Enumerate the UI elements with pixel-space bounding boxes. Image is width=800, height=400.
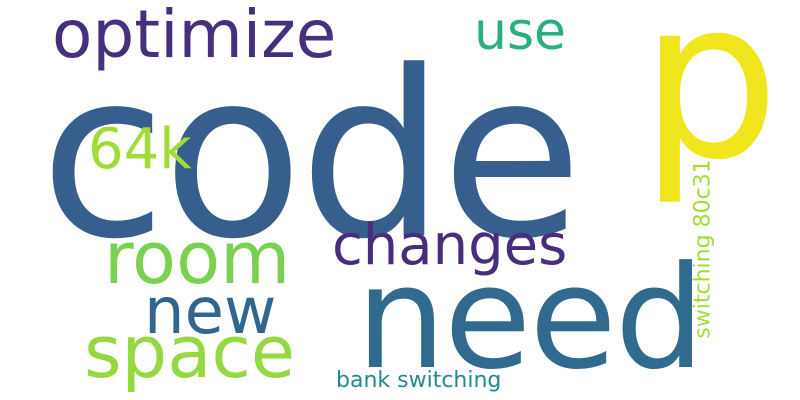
word-code: code: [40, 23, 583, 290]
word-bank-switching: bank switching: [336, 368, 502, 393]
word-use: use: [474, 2, 567, 62]
word-switching-80c31: switching 80c31: [690, 159, 716, 339]
word-room: room: [104, 216, 291, 300]
word-space: space: [84, 310, 296, 394]
word-changes: changes: [332, 213, 568, 278]
word-p: p: [640, 0, 780, 208]
word-optimize: optimize: [52, 0, 337, 73]
word-need: need: [356, 236, 705, 400]
word-64k: 64k: [88, 117, 192, 182]
word-new: new: [144, 275, 277, 349]
